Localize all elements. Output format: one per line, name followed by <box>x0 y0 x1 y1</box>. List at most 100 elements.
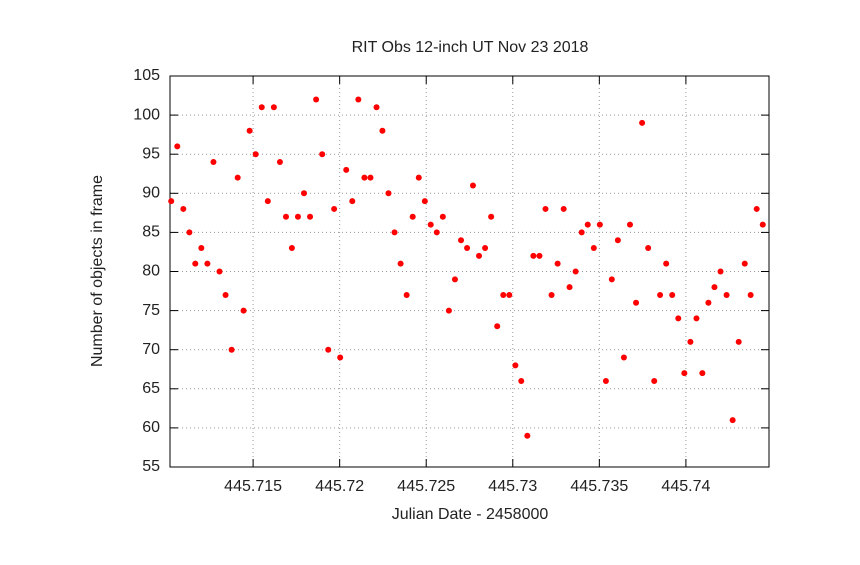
point <box>675 315 682 322</box>
point <box>506 291 513 298</box>
point <box>451 276 458 283</box>
point <box>319 151 326 158</box>
point <box>596 221 603 228</box>
point <box>228 346 235 353</box>
y-tick-label: 60 <box>142 419 160 436</box>
point <box>469 182 476 189</box>
point <box>548 291 555 298</box>
point <box>620 354 627 361</box>
point <box>711 284 718 291</box>
point <box>536 252 543 259</box>
point <box>578 229 585 236</box>
point <box>693 315 700 322</box>
point <box>482 245 489 252</box>
point <box>337 354 344 361</box>
point <box>391 229 398 236</box>
point <box>626 221 633 228</box>
point <box>633 299 640 306</box>
point <box>379 127 386 134</box>
point <box>476 252 483 259</box>
point <box>729 417 736 424</box>
point <box>669 291 676 298</box>
point <box>373 104 380 111</box>
point <box>397 260 404 267</box>
point <box>560 205 567 212</box>
point <box>554 260 561 267</box>
x-tick-label: 445.725 <box>397 478 455 495</box>
point <box>313 96 320 103</box>
y-tick-label: 105 <box>133 67 160 84</box>
y-tick-label: 80 <box>142 263 160 280</box>
point <box>331 205 338 212</box>
point <box>464 245 471 252</box>
point <box>518 377 525 384</box>
point <box>445 307 452 314</box>
point <box>427 221 434 228</box>
x-tick-label: 445.735 <box>570 478 628 495</box>
point <box>174 143 181 150</box>
point <box>276 159 283 166</box>
point <box>608 276 615 283</box>
x-tick-label: 445.73 <box>488 478 537 495</box>
point <box>566 284 573 291</box>
point <box>645 245 652 252</box>
point <box>500 291 507 298</box>
point <box>294 213 301 220</box>
point <box>699 370 706 377</box>
plot-frame <box>169 75 770 468</box>
point <box>252 151 259 158</box>
point <box>657 291 664 298</box>
point <box>325 346 332 353</box>
point <box>258 104 265 111</box>
point <box>512 362 519 369</box>
point <box>240 307 247 314</box>
point <box>307 213 314 220</box>
point <box>361 174 368 181</box>
point <box>403 291 410 298</box>
point <box>572 268 579 275</box>
point <box>300 190 307 197</box>
x-tick-label: 445.74 <box>661 478 710 495</box>
x-axis-label: Julian Date - 2458000 <box>392 506 549 523</box>
point <box>717 268 724 275</box>
point <box>246 127 253 134</box>
point <box>723 291 730 298</box>
point <box>409 213 416 220</box>
point <box>542 205 549 212</box>
point <box>186 229 193 236</box>
point <box>494 323 501 330</box>
point <box>282 213 289 220</box>
point <box>270 104 277 111</box>
y-tick-label: 70 <box>142 341 160 358</box>
y-tick-label: 55 <box>142 458 160 475</box>
point <box>385 190 392 197</box>
point <box>759 221 766 228</box>
point <box>705 299 712 306</box>
point <box>234 174 241 181</box>
point <box>216 268 223 275</box>
point <box>192 260 199 267</box>
point <box>741 260 748 267</box>
point <box>747 291 754 298</box>
point <box>264 198 271 205</box>
point <box>355 96 362 103</box>
point <box>415 174 422 181</box>
point <box>168 198 175 205</box>
point <box>590 245 597 252</box>
point <box>584 221 591 228</box>
point <box>222 291 229 298</box>
point <box>530 252 537 259</box>
point <box>367 174 374 181</box>
point <box>651 377 658 384</box>
point <box>687 338 694 345</box>
point <box>663 260 670 267</box>
point <box>433 229 440 236</box>
x-tick-label: 445.715 <box>224 478 282 495</box>
y-tick-label: 95 <box>142 145 160 162</box>
point <box>349 198 356 205</box>
y-tick-label: 90 <box>142 185 160 202</box>
point <box>458 237 465 244</box>
y-tick-label: 85 <box>142 224 160 241</box>
chart-title: RIT Obs 12-inch UT Nov 23 2018 <box>352 39 589 56</box>
